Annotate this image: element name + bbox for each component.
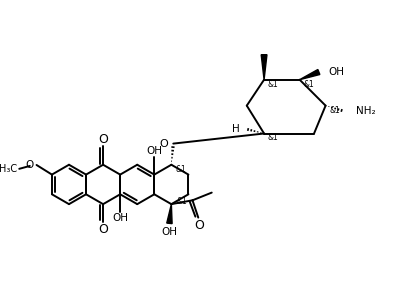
Text: OH: OH (112, 213, 128, 223)
Text: &1: &1 (267, 80, 278, 89)
Text: OH: OH (328, 67, 344, 77)
Text: O: O (25, 160, 33, 170)
Text: &1: &1 (267, 133, 278, 142)
Text: O: O (98, 223, 108, 236)
Text: &1: &1 (329, 106, 339, 115)
Text: NH₂: NH₂ (356, 106, 375, 117)
Text: O: O (159, 139, 168, 149)
Text: H₃C: H₃C (0, 164, 17, 174)
Text: OH: OH (161, 227, 177, 237)
Polygon shape (166, 204, 172, 224)
Text: &1: &1 (175, 165, 185, 174)
Text: &1: &1 (176, 197, 186, 206)
Polygon shape (299, 69, 319, 80)
Text: OH: OH (146, 146, 162, 156)
Text: O: O (98, 133, 108, 146)
Text: &1: &1 (303, 80, 313, 89)
Text: O: O (194, 219, 204, 232)
Polygon shape (261, 55, 266, 80)
Text: H: H (232, 124, 240, 134)
